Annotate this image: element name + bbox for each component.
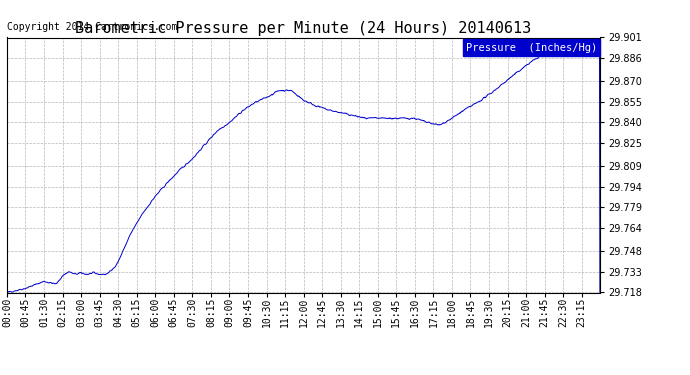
Text: Copyright 2014 Cartronics.com: Copyright 2014 Cartronics.com <box>7 22 177 32</box>
Text: Pressure  (Inches/Hg): Pressure (Inches/Hg) <box>466 43 598 52</box>
Title: Barometric Pressure per Minute (24 Hours) 20140613: Barometric Pressure per Minute (24 Hours… <box>75 21 532 36</box>
